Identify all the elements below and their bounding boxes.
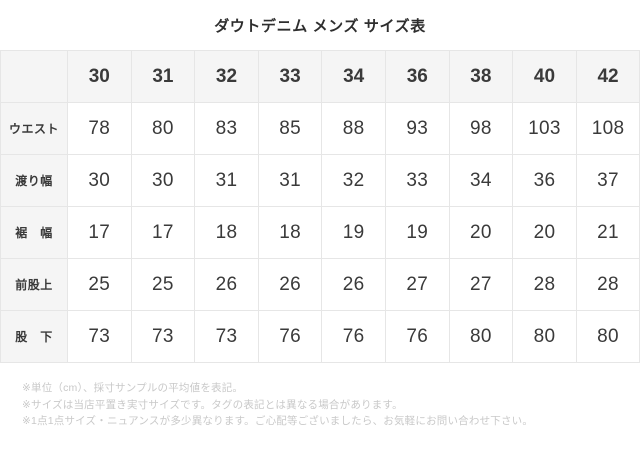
table-row: 股 下 73 73 73 76 76 76 80 80 80: [0, 310, 640, 363]
table-cell: 80: [448, 310, 514, 363]
table-cell: 33: [384, 154, 450, 207]
table-cell: 30: [130, 154, 196, 207]
table-cell: 25: [130, 258, 196, 311]
column-header-size: 34: [321, 50, 386, 103]
table-cell: 80: [512, 310, 577, 363]
table-cell: 21: [575, 206, 640, 259]
footnote-unit: ※単位（cm）、採寸サンプルの平均値を表記。: [22, 382, 244, 394]
table-cell: 30: [67, 154, 132, 207]
table-cell: 36: [512, 154, 577, 207]
row-label-waist: ウエスト: [0, 102, 68, 155]
table-cell: 20: [448, 206, 514, 259]
footnotes: ※単位（cm）、採寸サンプルの平均値を表記。 ※サイズは当店平置き実寸サイズです…: [0, 380, 640, 430]
table-cell: 76: [257, 310, 323, 363]
table-cell: 37: [575, 154, 640, 207]
column-header-size: 31: [130, 50, 196, 103]
table-cell: 28: [575, 258, 640, 311]
row-label-hem-width: 裾 幅: [0, 206, 68, 259]
column-header-size: 40: [512, 50, 577, 103]
table-cell: 17: [67, 206, 132, 259]
table-cell: 18: [194, 206, 259, 259]
table-header: 30 31 32 33 34 36 38 40 42: [0, 50, 640, 103]
table-cell: 78: [67, 102, 132, 155]
size-table-container: 30 31 32 33 34 36 38 40 42 ウエスト 78 80 83: [0, 50, 640, 363]
table-cell: 76: [384, 310, 450, 363]
table-cell: 25: [67, 258, 132, 311]
table-cell: 85: [257, 102, 323, 155]
table-body: ウエスト 78 80 83 85 88 93 98 103 108 渡り幅 30…: [0, 102, 640, 363]
table-cell: 27: [384, 258, 450, 311]
table-cell: 17: [130, 206, 196, 259]
page-title: ダウトデニム メンズ サイズ表: [214, 18, 426, 35]
table-cell: 73: [130, 310, 196, 363]
column-header-size: 38: [448, 50, 514, 103]
table-cell: 103: [512, 102, 577, 155]
footnote-variance-contact: ※1点1点サイズ・ニュアンスが多少異なります。ご心配等ございましたら、お気軽にお…: [22, 415, 534, 427]
table-row: 渡り幅 30 30 31 31 32 33 34 36 37: [0, 154, 640, 207]
table-cell: 93: [384, 102, 450, 155]
row-label-thigh-width: 渡り幅: [0, 154, 68, 207]
table-cell: 28: [512, 258, 577, 311]
column-header-size: 30: [67, 50, 132, 103]
column-header-size: 36: [384, 50, 450, 103]
table-cell: 31: [194, 154, 259, 207]
column-header-size: 42: [575, 50, 640, 103]
table-row: 裾 幅 17 17 18 18 19 19 20 20 21: [0, 206, 640, 259]
column-header-size: 33: [257, 50, 323, 103]
table-row: 前股上 25 25 26 26 26 27 27 28 28: [0, 258, 640, 311]
table-cell: 19: [321, 206, 386, 259]
table-cell: 80: [575, 310, 640, 363]
header-row: 30 31 32 33 34 36 38 40 42: [0, 50, 640, 103]
table-cell: 31: [257, 154, 323, 207]
row-label-front-rise: 前股上: [0, 258, 68, 311]
table-cell: 26: [321, 258, 386, 311]
table-cell: 34: [448, 154, 514, 207]
table-cell: 76: [321, 310, 386, 363]
table-row: ウエスト 78 80 83 85 88 93 98 103 108: [0, 102, 640, 155]
table-corner-cell: [0, 50, 68, 103]
table-cell: 80: [130, 102, 196, 155]
table-cell: 20: [512, 206, 577, 259]
table-cell: 73: [194, 310, 259, 363]
table-cell: 98: [448, 102, 514, 155]
table-cell: 26: [257, 258, 323, 311]
table-cell: 108: [575, 102, 640, 155]
size-table: 30 31 32 33 34 36 38 40 42 ウエスト 78 80 83: [0, 50, 640, 363]
table-cell: 26: [194, 258, 259, 311]
table-cell: 73: [67, 310, 132, 363]
row-label-inseam: 股 下: [0, 310, 68, 363]
footnote-measurement-method: ※サイズは当店平置き実寸サイズです。タグの表記とは異なる場合があります。: [22, 398, 403, 411]
column-header-size: 32: [194, 50, 259, 103]
table-cell: 19: [384, 206, 450, 259]
table-cell: 83: [194, 102, 259, 155]
table-cell: 88: [321, 102, 386, 155]
table-cell: 32: [321, 154, 386, 207]
table-cell: 18: [257, 206, 323, 259]
table-cell: 27: [448, 258, 514, 311]
